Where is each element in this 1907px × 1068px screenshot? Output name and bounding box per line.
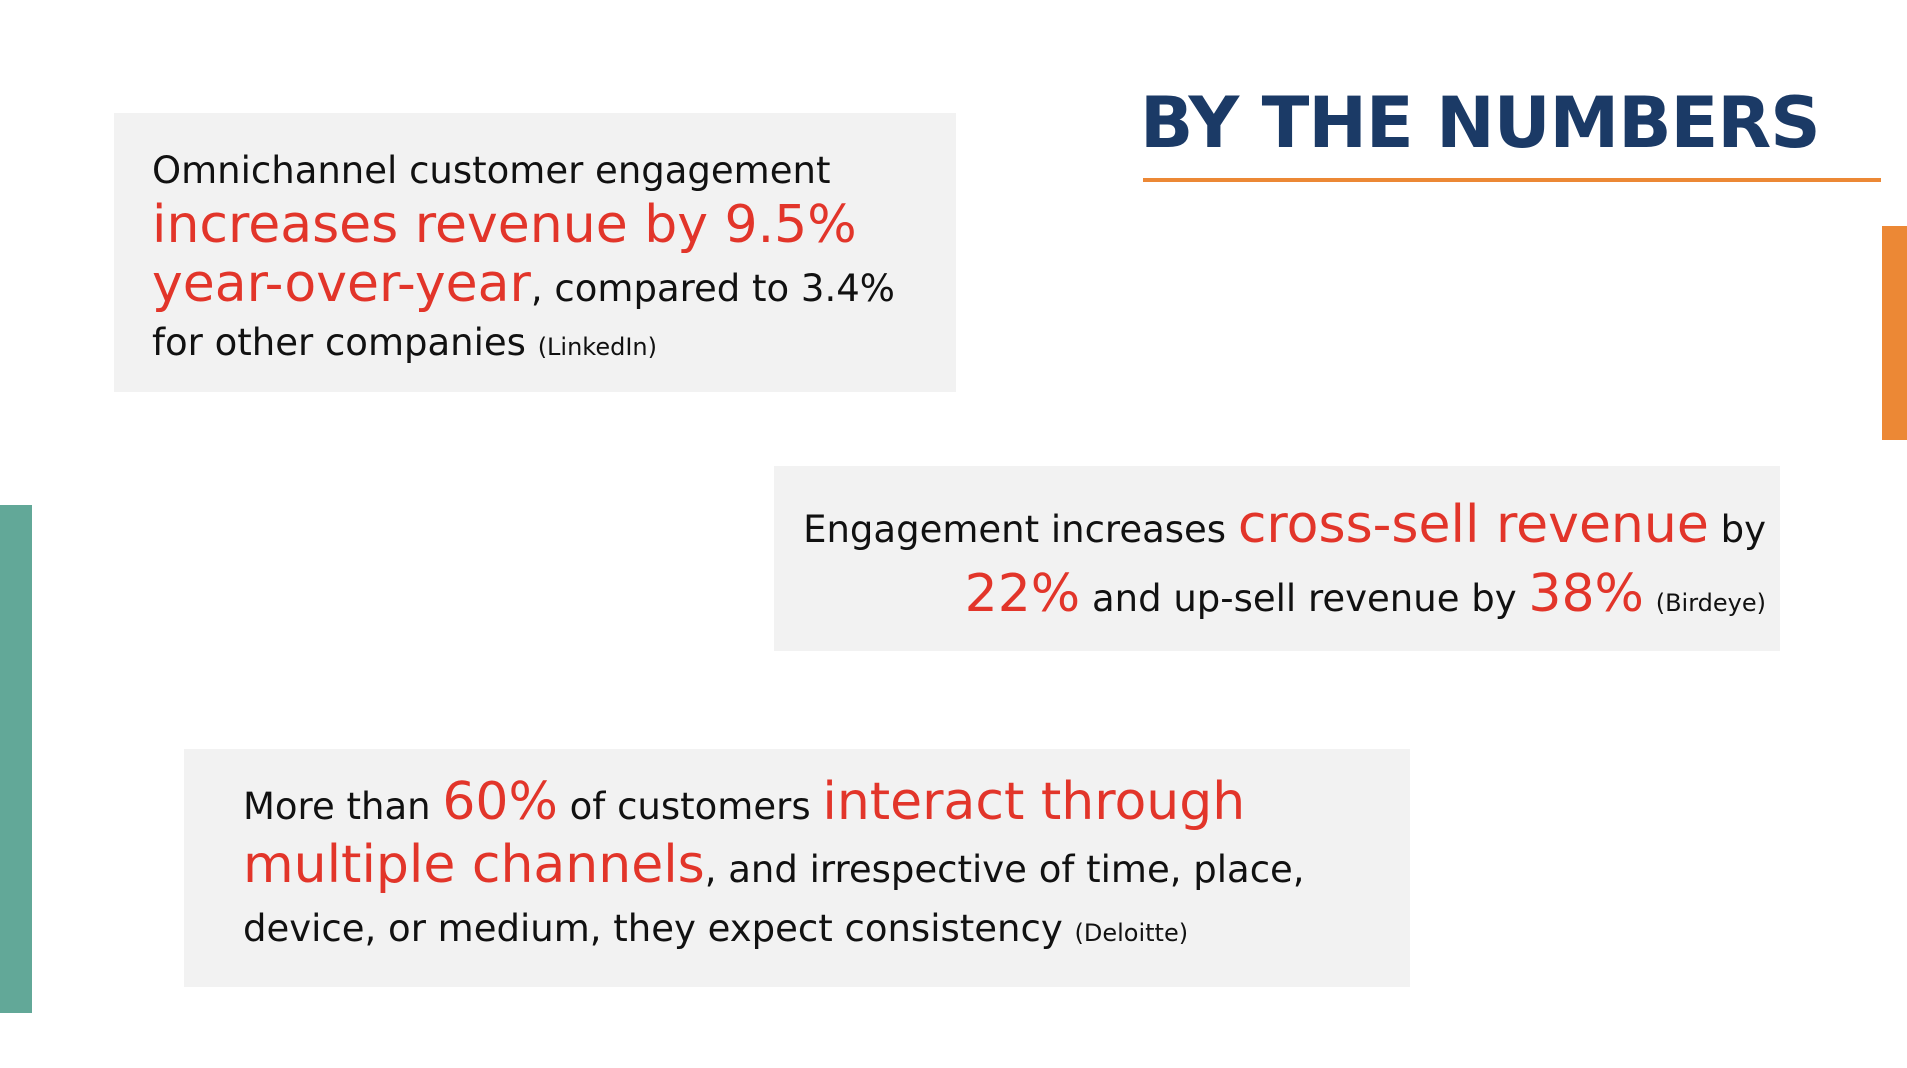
stat-highlight: cross-sell revenue bbox=[1237, 495, 1709, 555]
stat-text-segment: More than bbox=[243, 785, 443, 828]
stat-source: (Deloitte) bbox=[1074, 919, 1189, 947]
stat-highlight: 60% bbox=[442, 772, 558, 832]
stat-text-segment: , and irrespective of time, place, devic… bbox=[243, 848, 1305, 950]
stat-highlight: interact through multiple channels bbox=[243, 772, 1246, 895]
stat-card-cross-sell: Engagement increases cross-sell revenue … bbox=[774, 466, 1780, 651]
stat-text-segment: and up-sell revenue by bbox=[1080, 577, 1529, 620]
stat-text: Omnichannel customer engagement increase… bbox=[152, 144, 936, 374]
stat-text-segment: of customers bbox=[557, 785, 823, 828]
stat-card-multichannel: More than 60% of customers interact thro… bbox=[184, 749, 1410, 987]
stat-source: (Birdeye) bbox=[1655, 589, 1766, 617]
stat-text-segment: , compared to 3.4% for other companies bbox=[152, 267, 895, 364]
page-title: BY THE NUMBERS bbox=[1140, 82, 1821, 164]
stat-highlight: 22% bbox=[964, 564, 1081, 624]
stat-card-revenue: Omnichannel customer engagement increase… bbox=[114, 113, 956, 392]
stat-highlight: 38% bbox=[1528, 564, 1644, 624]
stat-highlight: increases revenue by 9.5% year-over-year bbox=[152, 195, 857, 314]
stat-text-segment: Omnichannel customer engagement bbox=[152, 149, 831, 192]
stat-source: (LinkedIn) bbox=[537, 333, 657, 361]
title-underline bbox=[1143, 178, 1881, 182]
stat-text: Engagement increases cross-sell revenue … bbox=[794, 493, 1766, 635]
orange-accent-bar bbox=[1882, 226, 1907, 440]
teal-accent-bar bbox=[0, 505, 32, 1013]
stat-text-segment bbox=[1644, 577, 1656, 620]
stat-text-segment: by bbox=[1708, 508, 1766, 551]
stat-text: More than 60% of customers interact thro… bbox=[243, 773, 1390, 963]
stat-text-segment: Engagement increases bbox=[803, 508, 1238, 551]
